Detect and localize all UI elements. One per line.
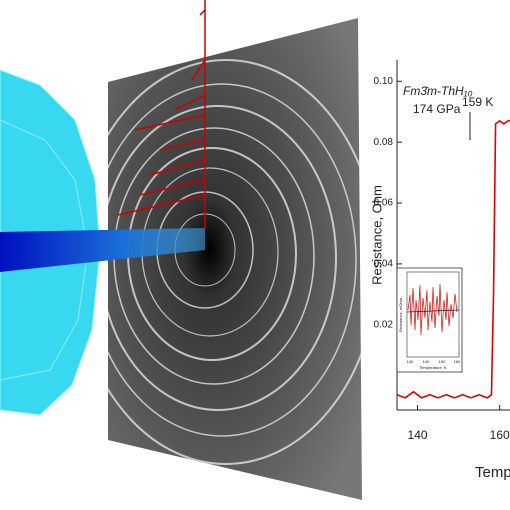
chart-title: Fm3̄m-ThH₁₀ (403, 84, 473, 98)
inset-x-tick: 140 (423, 359, 430, 364)
detector (108, 18, 362, 500)
annotation: 159 K (462, 95, 493, 109)
inset-x-tick: 150 (439, 359, 446, 364)
spectrum (117, 0, 206, 230)
inset-x-tick: 160 (454, 359, 461, 364)
diffraction-rings (108, 59, 362, 465)
y-tick-label: 0.06 (374, 198, 394, 209)
inset: 130 140 150 160 Temperature, K Resistanc… (396, 267, 463, 373)
y-tick-label: 0.04 (374, 259, 394, 270)
inset-noise (407, 283, 458, 336)
inset-y-label: Resistance, mOhm (398, 297, 403, 332)
x-tick-label: 160 (490, 428, 510, 442)
annotation: 174 GPa (413, 102, 461, 116)
y-tick-label: 0.02 (374, 319, 394, 330)
data-line (397, 119, 510, 399)
inset-x-tick: 130 (407, 359, 414, 364)
x-axis-label: Temperature (475, 464, 510, 481)
y-tick-label: 0.08 (374, 137, 394, 148)
inset-x-label: Temperature, K (419, 365, 447, 370)
y-axis-label: Resistance, Ohm (369, 185, 384, 285)
x-tick-label: 140 (408, 428, 428, 442)
y-tick-label: 0.10 (374, 76, 394, 87)
x-ray-beam (0, 228, 205, 272)
